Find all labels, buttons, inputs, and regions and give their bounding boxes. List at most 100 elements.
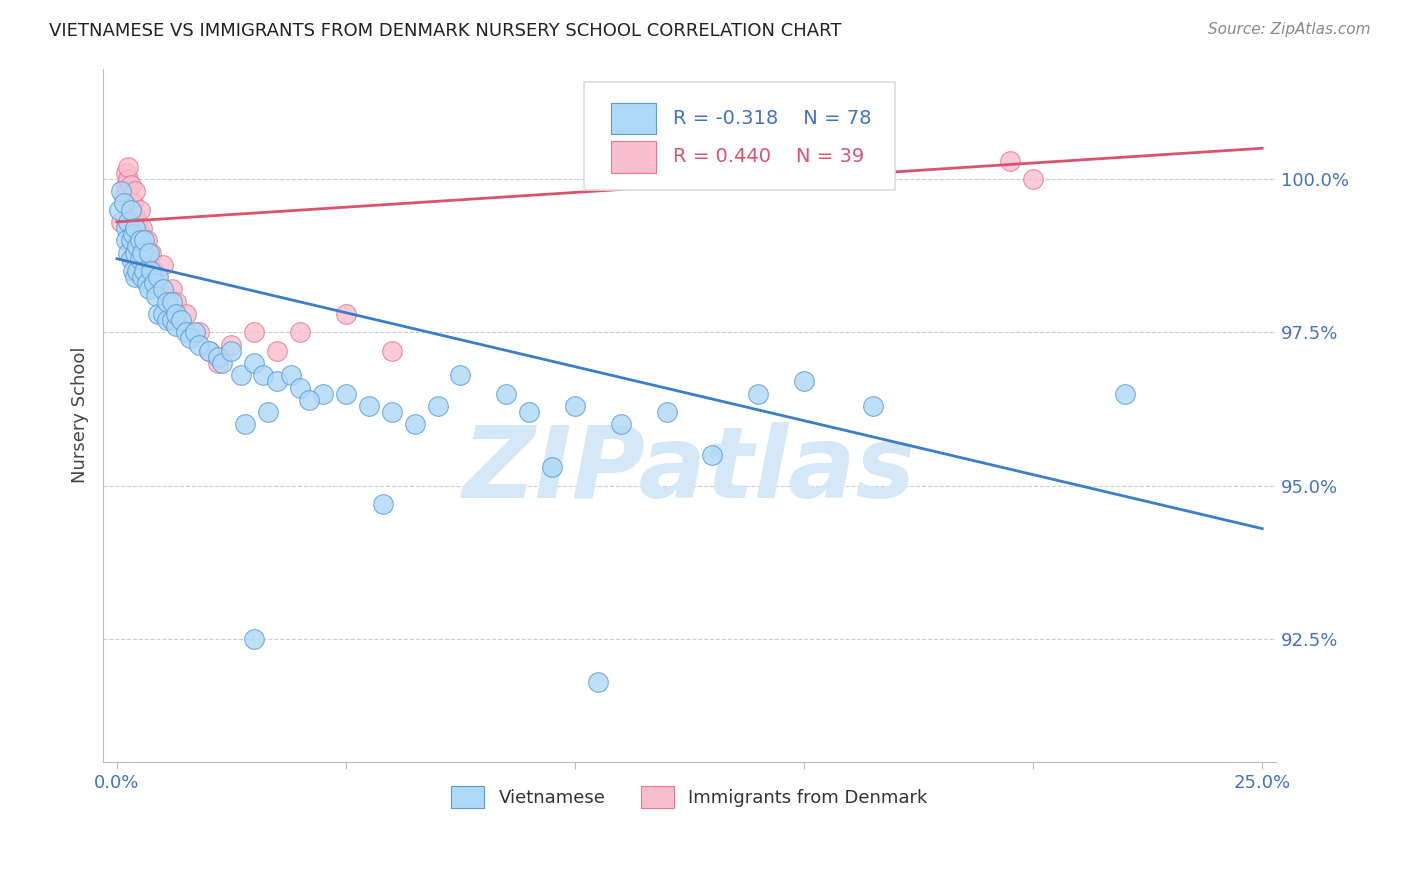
Bar xyxy=(612,141,655,172)
Point xyxy=(165,307,187,321)
Point xyxy=(120,233,142,247)
Point xyxy=(229,368,252,383)
Point xyxy=(120,202,142,217)
Point xyxy=(131,270,153,285)
Point xyxy=(135,277,157,291)
Point xyxy=(793,375,815,389)
Point xyxy=(1114,386,1136,401)
Point xyxy=(122,264,145,278)
Point xyxy=(450,368,472,383)
Point xyxy=(117,172,139,186)
Point xyxy=(165,319,187,334)
Point xyxy=(122,227,145,242)
Point xyxy=(117,184,139,198)
Point xyxy=(243,326,266,340)
Point xyxy=(117,245,139,260)
Legend: Vietnamese, Immigrants from Denmark: Vietnamese, Immigrants from Denmark xyxy=(444,779,935,815)
Point xyxy=(115,221,138,235)
Text: VIETNAMESE VS IMMIGRANTS FROM DENMARK NURSERY SCHOOL CORRELATION CHART: VIETNAMESE VS IMMIGRANTS FROM DENMARK NU… xyxy=(49,22,842,40)
Text: R = 0.440    N = 39: R = 0.440 N = 39 xyxy=(673,147,865,167)
Point xyxy=(243,356,266,370)
Point xyxy=(404,417,426,432)
Point xyxy=(142,264,165,278)
Point xyxy=(298,392,321,407)
Point xyxy=(128,202,150,217)
Point xyxy=(381,405,404,419)
Text: R = -0.318    N = 78: R = -0.318 N = 78 xyxy=(673,110,872,128)
Point xyxy=(426,399,449,413)
Point xyxy=(115,166,138,180)
Point xyxy=(124,221,146,235)
Point xyxy=(152,307,174,321)
Point xyxy=(280,368,302,383)
Point xyxy=(120,252,142,266)
Point xyxy=(156,288,179,302)
Point xyxy=(145,288,167,302)
Point xyxy=(146,307,169,321)
Bar xyxy=(612,103,655,135)
Point xyxy=(120,178,142,192)
Point xyxy=(110,184,132,198)
Point xyxy=(655,405,678,419)
Point xyxy=(122,196,145,211)
Point xyxy=(117,160,139,174)
Point xyxy=(156,313,179,327)
Text: Source: ZipAtlas.com: Source: ZipAtlas.com xyxy=(1208,22,1371,37)
Point xyxy=(252,368,274,383)
Point xyxy=(288,380,311,394)
Point xyxy=(146,277,169,291)
Point xyxy=(108,202,131,217)
Point xyxy=(257,405,280,419)
Point xyxy=(197,343,219,358)
Point xyxy=(233,417,256,432)
Point xyxy=(221,343,243,358)
Point xyxy=(586,675,609,690)
Point xyxy=(747,386,769,401)
Point xyxy=(110,215,132,229)
Point xyxy=(124,209,146,223)
Point xyxy=(170,313,193,327)
Point xyxy=(243,632,266,646)
Point xyxy=(371,497,394,511)
Point xyxy=(127,239,149,253)
Point xyxy=(1022,172,1045,186)
Point xyxy=(160,282,183,296)
Point xyxy=(156,294,179,309)
Point xyxy=(862,399,884,413)
Point xyxy=(134,233,156,247)
Point xyxy=(142,277,165,291)
Point xyxy=(174,307,197,321)
Point xyxy=(135,233,157,247)
Point xyxy=(122,215,145,229)
Point xyxy=(128,233,150,247)
Point xyxy=(312,386,335,401)
Point xyxy=(138,245,160,260)
Point xyxy=(564,399,586,413)
Point xyxy=(335,307,357,321)
Point xyxy=(188,326,211,340)
Point xyxy=(702,448,724,462)
Point xyxy=(131,221,153,235)
Point xyxy=(128,252,150,266)
Point xyxy=(221,337,243,351)
Point xyxy=(128,227,150,242)
Point xyxy=(138,282,160,296)
Point xyxy=(610,417,633,432)
Point xyxy=(381,343,404,358)
Point xyxy=(266,343,288,358)
Point xyxy=(1000,153,1022,168)
Point xyxy=(124,245,146,260)
Point xyxy=(207,356,229,370)
FancyBboxPatch shape xyxy=(583,82,894,190)
Point xyxy=(160,313,183,327)
Point xyxy=(211,356,233,370)
Point xyxy=(152,258,174,272)
Point xyxy=(335,386,357,401)
Y-axis label: Nursery School: Nursery School xyxy=(72,347,89,483)
Point xyxy=(127,215,149,229)
Point xyxy=(152,282,174,296)
Point xyxy=(124,270,146,285)
Point xyxy=(495,386,517,401)
Point xyxy=(541,460,564,475)
Point xyxy=(141,264,163,278)
